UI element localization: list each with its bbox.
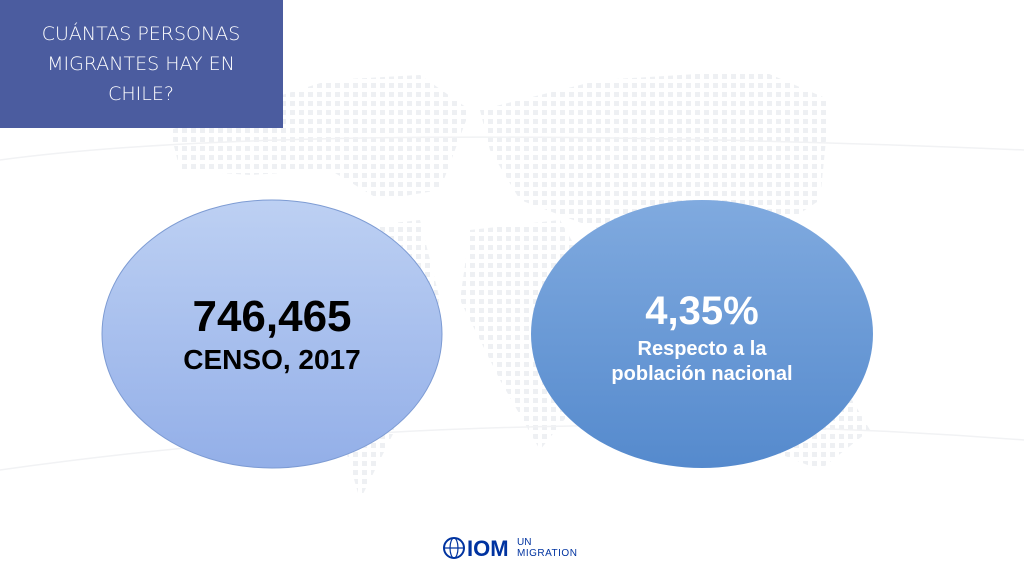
right-ellipse bbox=[531, 200, 873, 468]
title-box bbox=[0, 0, 283, 128]
logo-org: UN bbox=[517, 537, 531, 548]
left-ellipse bbox=[101, 199, 443, 469]
stat-number: 4,35% bbox=[645, 289, 758, 333]
stat-caption: Respecto a la bbox=[638, 338, 768, 360]
logo-name: IOM bbox=[467, 536, 509, 561]
logo: IOM UN MIGRATION bbox=[443, 536, 577, 561]
title-line: CHILE? bbox=[108, 83, 174, 105]
stat-number: 746,465 bbox=[192, 292, 351, 341]
title-line: MIGRANTES HAY EN bbox=[47, 53, 235, 75]
stat-caption: CENSO, 2017 bbox=[183, 344, 360, 375]
stat-caption: población nacional bbox=[611, 363, 792, 385]
title-line: CUÁNTAS PERSONAS bbox=[42, 22, 241, 45]
logo-tagline: MIGRATION bbox=[517, 548, 577, 559]
